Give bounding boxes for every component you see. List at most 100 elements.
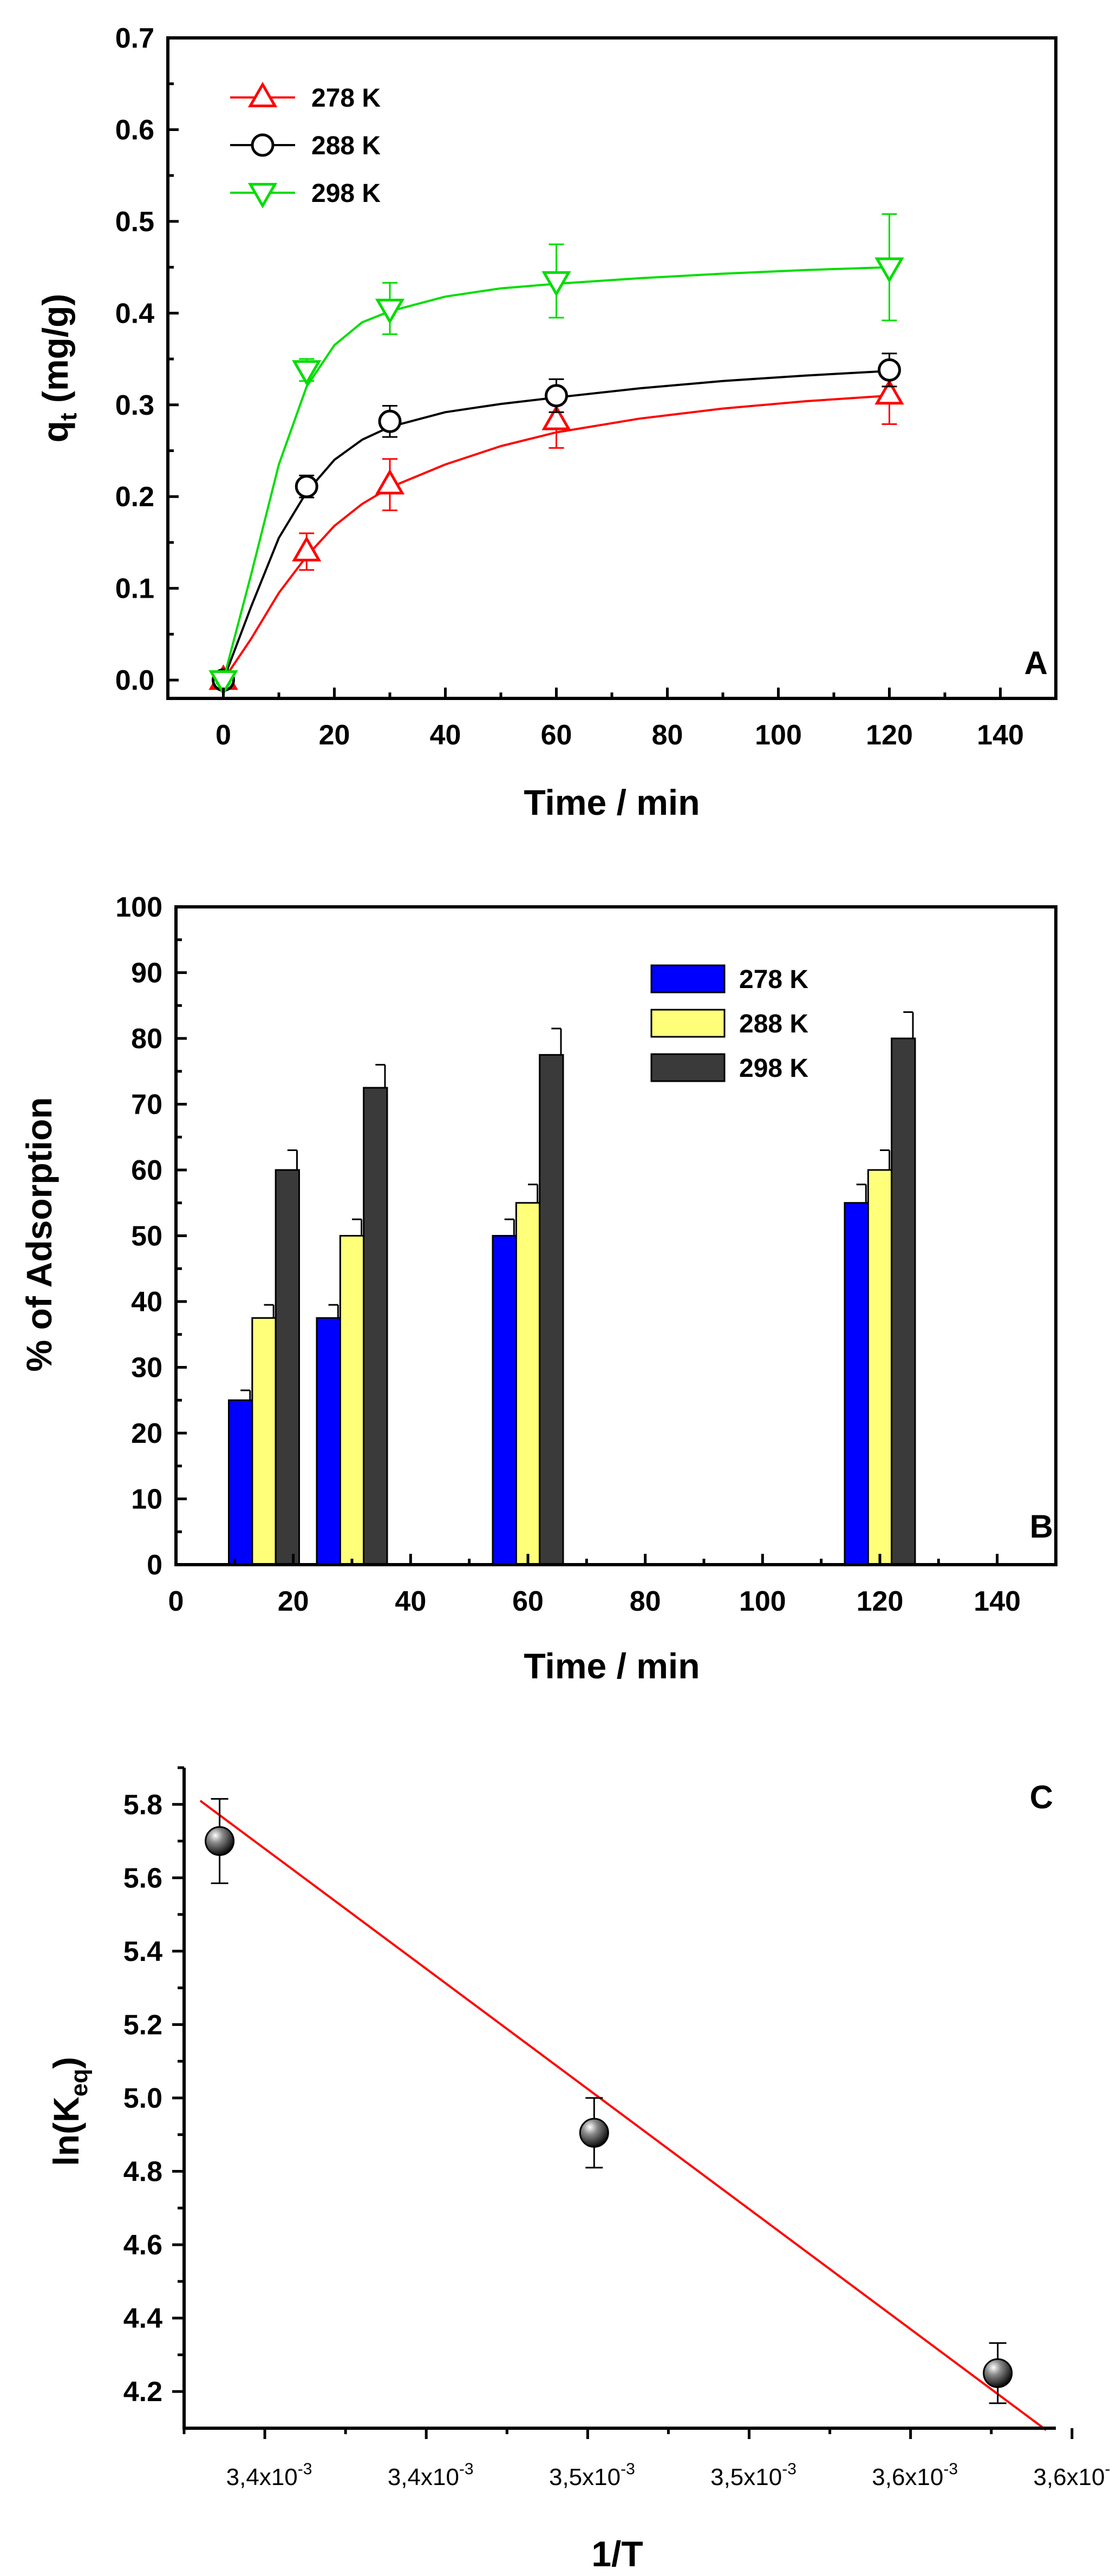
panel-a-ytick-label: 0.1 bbox=[115, 573, 154, 605]
panel-c-ytick-label: 5.0 bbox=[123, 2083, 162, 2114]
panel-b-ytick-label: 100 bbox=[115, 892, 162, 923]
data-point-278k bbox=[874, 379, 904, 405]
data-point-298k bbox=[208, 670, 238, 696]
bar-278k bbox=[844, 1202, 869, 1566]
panel-c-ytick-label: 4.2 bbox=[123, 2376, 162, 2408]
data-point-278k bbox=[541, 404, 571, 430]
panel-a-ticks: 0 20 40 60 80 100 120 140 0.0 0.1 0.2 0.3 0.4 0.5 0.6 0… bbox=[115, 23, 1024, 751]
panel-a-xtick-label: 120 bbox=[866, 720, 913, 751]
panel-b-ytick-label: 80 bbox=[131, 1023, 162, 1055]
bar-288k bbox=[867, 1169, 893, 1566]
panel-b-ytick-label: 90 bbox=[131, 958, 162, 989]
panel-c-letter: C bbox=[1030, 1779, 1053, 1815]
panel-b-ytick-label: 0 bbox=[147, 1549, 162, 1581]
panel-b-ytick-label: 20 bbox=[131, 1418, 162, 1449]
panel-b-ticks: 0 20 40 60 80 100 120 140 0 10 20 30 40 50 60 70 80 90 100 bbox=[115, 892, 1057, 1617]
legend-marker-288k bbox=[251, 133, 275, 157]
bar-298k bbox=[539, 1054, 564, 1566]
panel-c-xtick-label: 3,4x10-3 bbox=[388, 2460, 474, 2490]
panel-c-xtick-label: 3,6x10-3 bbox=[1033, 2460, 1110, 2490]
panel-b-xtick-label: 40 bbox=[395, 1586, 426, 1617]
panel-b-marks bbox=[228, 1011, 916, 1566]
panel-b-ytick-label: 30 bbox=[131, 1352, 162, 1384]
panel-b-ytick-label: 50 bbox=[131, 1221, 162, 1252]
panel-c-ytick-label: 5.4 bbox=[123, 1936, 162, 1967]
panel-a-letter: A bbox=[1024, 645, 1048, 681]
legend-label-288k: 288 K bbox=[311, 132, 381, 160]
data-point-298k bbox=[541, 271, 571, 297]
legend-swatch-298k bbox=[650, 1053, 726, 1082]
panel-c-marks bbox=[199, 1798, 1047, 2431]
fit-line-288k bbox=[222, 370, 890, 681]
bar-278k bbox=[228, 1399, 253, 1566]
fit-line bbox=[199, 1800, 1047, 2431]
panel-c-xtick-label: 3,6x10-3 bbox=[872, 2460, 958, 2490]
data-point-288k bbox=[295, 475, 318, 499]
panel-a-xtick-label: 140 bbox=[977, 720, 1024, 751]
legend-swatch-278k bbox=[650, 964, 726, 993]
data-point-298k bbox=[874, 257, 904, 283]
data-point-288k bbox=[545, 384, 568, 408]
panel-c-ytick-label: 4.6 bbox=[123, 2230, 162, 2261]
data-point bbox=[579, 2117, 609, 2148]
panel-a-ytick-label: 0.2 bbox=[115, 481, 154, 513]
panel-a-ytick-label: 0.5 bbox=[115, 206, 154, 238]
panel-a-xtick-label: 40 bbox=[430, 720, 461, 751]
bar-288k bbox=[251, 1317, 277, 1566]
panel-b-ytick-label: 40 bbox=[131, 1286, 162, 1318]
data-point bbox=[205, 1826, 235, 1856]
bar-288k bbox=[515, 1202, 541, 1566]
panel-c-ytick-label: 4.8 bbox=[123, 2156, 162, 2188]
panel-a-ytick-label: 0.4 bbox=[115, 298, 154, 329]
legend-label-288k: 288 K bbox=[739, 1010, 808, 1038]
panel-a-xtick-label: 100 bbox=[755, 720, 802, 751]
bar-298k bbox=[275, 1169, 300, 1566]
panel-a-ytick-label: 0.3 bbox=[115, 390, 154, 421]
panel-b-frame bbox=[174, 905, 1057, 1566]
bar-278k bbox=[492, 1235, 517, 1566]
panel-a-marks bbox=[208, 213, 904, 696]
panel-c-ytick-label: 5.2 bbox=[123, 2009, 162, 2041]
data-point bbox=[983, 2358, 1013, 2388]
panel-b-xtick-label: 80 bbox=[630, 1586, 661, 1617]
fit-line-298k bbox=[222, 266, 890, 681]
panel-b-xtick-label: 140 bbox=[974, 1586, 1021, 1617]
legend-marker-298k bbox=[247, 182, 278, 209]
panel-b-ytick-label: 60 bbox=[131, 1155, 162, 1186]
panel-b-ytick-label: 70 bbox=[131, 1089, 162, 1121]
panel-b-ylabel: % of Adsorption bbox=[19, 1097, 59, 1371]
panel-a-ytick-label: 0.6 bbox=[115, 114, 154, 146]
panel-c-ticks: 3,4x10-3 3,4x10-3 3,5x10-3 3,5x10-3 3,6x10-3… bbox=[123, 1766, 1110, 2490]
panel-c-xtick-label: 3,4x10-3 bbox=[226, 2460, 312, 2490]
legend-label-278k: 278 K bbox=[311, 84, 381, 113]
panel-c-xtick-label: 3,5x10-3 bbox=[710, 2460, 796, 2490]
panel-b-xtick-label: 60 bbox=[512, 1586, 544, 1617]
data-point-278k bbox=[292, 535, 322, 561]
panel-a-ytick-label: 0.7 bbox=[115, 23, 154, 54]
panel-c-ylabel: ln(Keq) bbox=[46, 2057, 93, 2166]
panel-a-ytick-label: 0.0 bbox=[115, 665, 154, 696]
legend-marker-278k bbox=[247, 81, 278, 108]
bar-298k bbox=[891, 1037, 916, 1566]
data-point-288k bbox=[378, 409, 402, 433]
panel-a-xtick-label: 20 bbox=[319, 720, 350, 751]
panel-b-xlabel: Time / min bbox=[524, 1646, 700, 1686]
bar-298k bbox=[363, 1087, 388, 1566]
panel-c: 3,4x10-3 3,4x10-3 3,5x10-3 3,5x10-3 3,6x10-3… bbox=[46, 1766, 1110, 2574]
panel-b-legend: 278 K 288 K 298 K bbox=[650, 964, 808, 1083]
panel-b-ytick-label: 10 bbox=[131, 1484, 162, 1515]
legend-swatch-288k bbox=[650, 1009, 726, 1038]
panel-b-xtick-label: 100 bbox=[739, 1586, 786, 1617]
panel-a-ylabel: qt (mg/g) bbox=[35, 294, 82, 443]
panel-c-xtick-label: 3,5x10-3 bbox=[549, 2460, 635, 2490]
data-point-278k bbox=[375, 469, 405, 495]
panel-a-legend: 278 K 288 K 298 K bbox=[230, 81, 381, 209]
data-point-298k bbox=[292, 360, 322, 386]
panel-b-letter: B bbox=[1030, 1508, 1053, 1545]
panel-c-axes bbox=[182, 1768, 1056, 2430]
panel-a-xtick-label: 0 bbox=[216, 720, 231, 751]
bar-278k bbox=[316, 1317, 341, 1566]
panel-b-xtick-label: 120 bbox=[857, 1586, 904, 1617]
panel-a: 0 20 40 60 80 100 120 140 0.0 0.1 0.2 0.3 0.4 0.5 0.6 0… bbox=[35, 23, 1057, 822]
fit-line-278k bbox=[222, 394, 890, 681]
